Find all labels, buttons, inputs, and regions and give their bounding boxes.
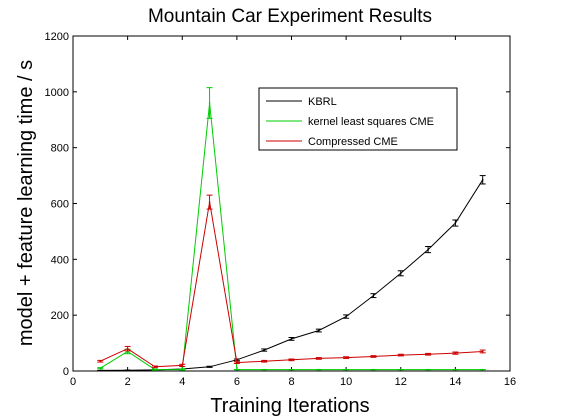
legend-item: kernel least squares CME xyxy=(266,116,434,128)
x-tick-label: 6 xyxy=(234,376,240,388)
series-2 xyxy=(97,194,486,369)
legend: KBRL kernel least squares CME Compressed C… xyxy=(258,87,458,151)
data-point xyxy=(208,201,211,203)
data-point xyxy=(236,368,238,371)
series-layer xyxy=(97,87,486,372)
data-point xyxy=(345,368,347,371)
data-point xyxy=(99,367,102,370)
data-point xyxy=(345,356,347,359)
data-point xyxy=(181,364,184,367)
data-point xyxy=(181,368,184,371)
y-tick-label: 800 xyxy=(51,143,69,155)
y-tick-label: 200 xyxy=(51,310,69,322)
data-point xyxy=(399,354,402,356)
data-point xyxy=(399,272,402,275)
y-tick-label: 0 xyxy=(63,366,69,378)
data-point xyxy=(427,248,429,251)
data-point xyxy=(263,349,265,351)
legend-label: kernel least squares CME xyxy=(308,116,434,128)
data-point xyxy=(99,369,102,372)
data-point xyxy=(290,338,293,340)
x-tick-label: 0 xyxy=(70,376,76,388)
data-point xyxy=(318,357,320,360)
x-tick-label: 16 xyxy=(504,376,516,388)
y-axis-label: model + feature learning time / s xyxy=(15,60,37,346)
data-point xyxy=(154,366,156,368)
x-tick-label: 12 xyxy=(395,376,407,388)
data-point xyxy=(208,366,211,368)
data-point xyxy=(481,178,484,181)
data-point xyxy=(318,368,320,371)
data-point xyxy=(154,368,156,371)
plot-frame xyxy=(72,35,511,372)
data-point xyxy=(318,329,320,332)
data-point xyxy=(126,347,129,350)
data-point xyxy=(454,352,457,354)
x-axis-label: Training Iterations xyxy=(210,395,369,417)
data-point xyxy=(208,102,211,104)
data-point xyxy=(481,368,484,371)
data-point xyxy=(345,315,347,318)
data-point xyxy=(290,368,293,371)
x-tick-label: 8 xyxy=(288,376,294,388)
chart-title: Mountain Car Experiment Results xyxy=(148,6,432,27)
data-point xyxy=(372,294,375,297)
x-tick-label: 4 xyxy=(179,376,185,388)
series-1 xyxy=(97,87,486,371)
data-point xyxy=(399,368,402,371)
data-point xyxy=(454,222,457,224)
data-point xyxy=(263,368,265,371)
y-axis: 0 200 400 600 800 1000 1200 xyxy=(45,31,510,378)
x-tick-label: 14 xyxy=(449,376,461,388)
legend-box xyxy=(258,87,458,151)
data-point xyxy=(290,359,293,361)
y-tick-label: 600 xyxy=(51,199,69,211)
legend-label: KBRL xyxy=(308,96,337,108)
y-tick-label: 1200 xyxy=(45,31,69,43)
data-point xyxy=(236,361,238,364)
x-tick-label: 2 xyxy=(125,376,131,388)
y-tick-label: 1000 xyxy=(45,87,69,99)
legend-label: Compressed CME xyxy=(308,136,398,148)
data-point xyxy=(427,368,429,371)
plot-area: 0 2 4 6 8 10 12 14 16 0 200 400 600 800 1000 1200 xyxy=(45,31,517,388)
data-point xyxy=(481,350,484,353)
data-point xyxy=(372,355,375,358)
y-tick-label: 400 xyxy=(51,254,69,266)
legend-item: KBRL xyxy=(266,96,337,108)
data-point xyxy=(99,360,102,363)
data-point xyxy=(427,353,429,356)
legend-item: Compressed CME xyxy=(266,136,398,148)
data-point xyxy=(454,368,457,371)
x-axis: 0 2 4 6 8 10 12 14 16 xyxy=(70,36,516,388)
data-point xyxy=(263,360,265,363)
x-tick-label: 10 xyxy=(340,376,352,388)
data-point xyxy=(126,369,129,371)
data-point xyxy=(372,368,375,371)
